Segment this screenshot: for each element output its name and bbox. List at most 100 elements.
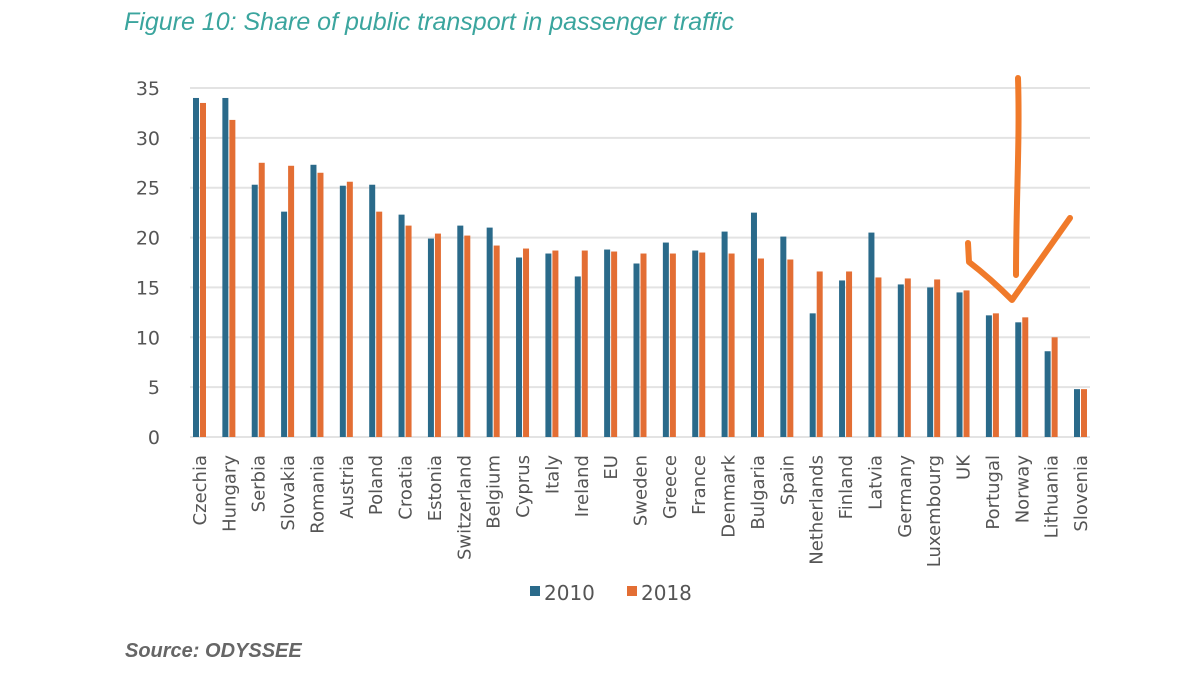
bar-2010-germany bbox=[897, 284, 904, 437]
bar-2010-netherlands bbox=[809, 313, 816, 437]
bar-2010-uk bbox=[956, 292, 963, 437]
x-tick-label: Italy bbox=[542, 455, 563, 494]
legend-swatch-2018 bbox=[627, 586, 637, 596]
bar-2018-eu bbox=[611, 251, 618, 437]
x-tick-label: Greece bbox=[660, 455, 681, 519]
bar-2010-greece bbox=[662, 242, 669, 437]
x-tick-label: Slovakia bbox=[278, 455, 299, 531]
bar-2018-slovakia bbox=[288, 165, 295, 437]
bar-2018-austria bbox=[346, 181, 353, 437]
bar-2010-croatia bbox=[398, 214, 405, 437]
x-tick-label: Denmark bbox=[719, 454, 740, 537]
x-tick-label: Finland bbox=[836, 455, 857, 519]
x-tick-label: France bbox=[689, 455, 710, 515]
x-tick-label: Croatia bbox=[396, 455, 417, 520]
x-tick-label: Cyprus bbox=[513, 455, 534, 518]
bar-2018-norway bbox=[1022, 317, 1029, 437]
bar-2010-cyprus bbox=[516, 257, 523, 437]
x-tick-label: Latvia bbox=[865, 455, 886, 510]
bar-2018-cyprus bbox=[523, 248, 530, 437]
y-tick-label: 30 bbox=[136, 128, 160, 150]
bar-2018-greece bbox=[669, 253, 676, 437]
bar-2010-portugal bbox=[985, 315, 992, 437]
bar-2018-belgium bbox=[493, 245, 500, 437]
x-tick-label: Germany bbox=[895, 455, 916, 538]
x-tick-label: Czechia bbox=[190, 455, 211, 525]
bar-2018-poland bbox=[376, 211, 383, 437]
bar-2018-croatia bbox=[405, 225, 412, 437]
bar-2010-slovakia bbox=[281, 211, 288, 437]
bar-2018-romania bbox=[317, 172, 324, 437]
legend-label-2018: 2018 bbox=[641, 581, 692, 605]
bar-2018-lithuania bbox=[1051, 337, 1058, 437]
bar-2010-switzerland bbox=[457, 225, 464, 437]
legend-swatch-2010 bbox=[530, 586, 540, 596]
y-tick-label: 5 bbox=[148, 377, 160, 399]
x-tick-label: Bulgaria bbox=[748, 455, 769, 530]
y-tick-label: 10 bbox=[136, 327, 160, 349]
bar-2018-czechia bbox=[200, 102, 206, 437]
bar-2018-luxembourg bbox=[934, 279, 941, 437]
bar-2010-eu bbox=[604, 249, 611, 437]
bar-2010-norway bbox=[1015, 322, 1022, 437]
y-tick-label: 25 bbox=[136, 178, 160, 200]
bar-2010-poland bbox=[369, 184, 376, 437]
bar-2018-france bbox=[699, 252, 706, 437]
x-tick-label: Hungary bbox=[219, 455, 240, 532]
bar-2018-spain bbox=[787, 259, 794, 437]
bar-2010-ireland bbox=[574, 276, 581, 437]
bar-2018-finland bbox=[846, 271, 853, 437]
x-tick-label: Poland bbox=[366, 455, 387, 515]
x-tick-label: Romania bbox=[307, 455, 328, 534]
bar-2010-hungary bbox=[222, 97, 229, 437]
y-tick-label: 0 bbox=[148, 427, 160, 449]
bar-2018-switzerland bbox=[464, 235, 471, 437]
bar-2010-luxembourg bbox=[927, 287, 934, 437]
bar-2010-spain bbox=[780, 236, 787, 437]
bar-2010-czechia bbox=[193, 97, 199, 437]
bar-2010-finland bbox=[839, 280, 846, 437]
bar-2010-sweden bbox=[633, 263, 640, 437]
bar-2010-italy bbox=[545, 253, 552, 437]
bar-2018-uk bbox=[963, 290, 970, 437]
figure-title: Figure 10: Share of public transport in … bbox=[124, 8, 735, 36]
x-tick-label: Portugal bbox=[983, 455, 1004, 530]
y-tick-label: 35 bbox=[136, 78, 160, 100]
x-tick-label: Norway bbox=[1012, 455, 1033, 524]
annotation-arrow-shaft bbox=[1013, 75, 1022, 278]
x-tick-label: Sweden bbox=[631, 455, 652, 526]
bar-2018-denmark bbox=[728, 253, 735, 437]
bar-2010-austria bbox=[339, 185, 346, 437]
bar-2010-denmark bbox=[721, 231, 728, 437]
x-tick-label: Slovenia bbox=[1071, 455, 1092, 532]
x-tick-label: Netherlands bbox=[807, 455, 828, 565]
x-tick-label: Lithuania bbox=[1042, 455, 1063, 538]
bar-2018-estonia bbox=[434, 233, 441, 437]
x-tick-label: UK bbox=[954, 454, 975, 480]
bar-2018-serbia bbox=[258, 162, 265, 438]
bar-2018-portugal bbox=[992, 313, 999, 437]
bar-2010-latvia bbox=[868, 232, 875, 437]
bar-2018-slovenia bbox=[1081, 389, 1087, 437]
source-note: Source: ODYSSEE bbox=[125, 640, 302, 662]
x-tick-label: Estonia bbox=[425, 455, 446, 521]
bar-2018-italy bbox=[552, 250, 559, 437]
bar-2010-serbia bbox=[251, 184, 258, 437]
legend-label-2010: 2010 bbox=[544, 581, 595, 605]
x-tick-label: EU bbox=[601, 455, 622, 480]
bar-2010-romania bbox=[310, 164, 317, 437]
bar-2010-estonia bbox=[427, 238, 434, 437]
bar-2018-netherlands bbox=[816, 271, 823, 437]
bar-2018-sweden bbox=[640, 253, 647, 437]
bar-2018-hungary bbox=[229, 119, 236, 437]
bar-2010-lithuania bbox=[1044, 351, 1051, 437]
x-tick-label: Belgium bbox=[484, 455, 505, 529]
bar-2010-bulgaria bbox=[750, 212, 757, 437]
x-tick-label: Ireland bbox=[572, 455, 593, 517]
x-tick-label: Austria bbox=[337, 455, 358, 519]
bar-2018-ireland bbox=[581, 250, 588, 437]
bar-2018-latvia bbox=[875, 277, 882, 437]
x-tick-label: Switzerland bbox=[454, 455, 475, 560]
annotation-arrow-head bbox=[965, 215, 1073, 303]
